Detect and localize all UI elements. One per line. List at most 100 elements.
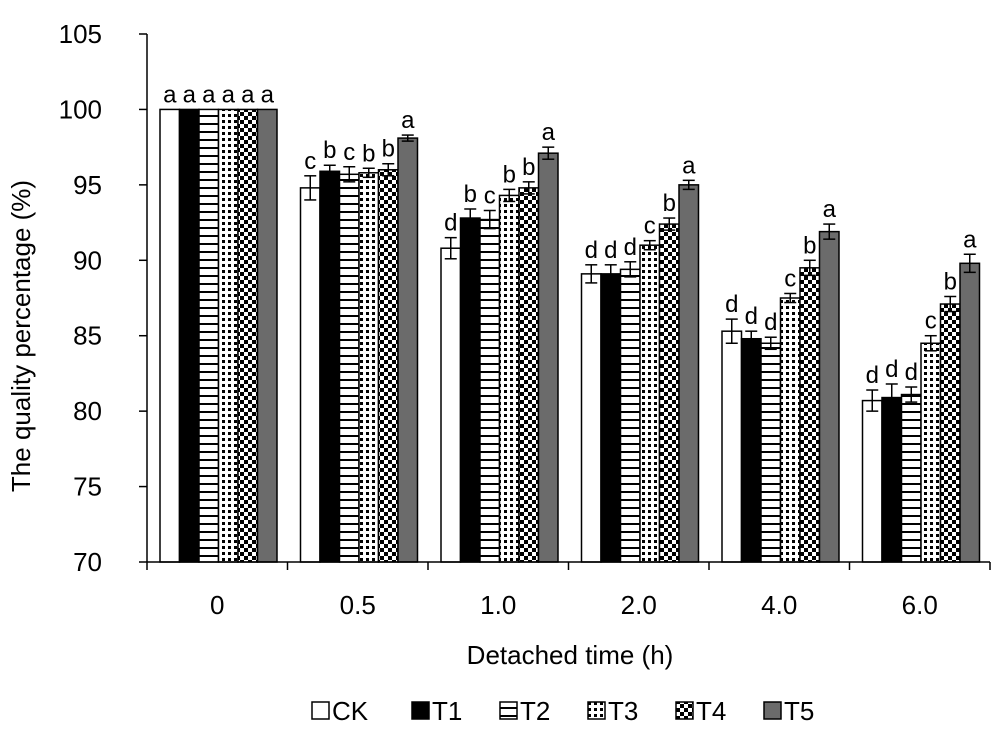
legend-label-CK: CK	[332, 696, 369, 726]
y-tick-label: 100	[59, 94, 102, 124]
bar-T1-1.0	[459, 217, 481, 563]
y-tick-label: 80	[73, 396, 102, 426]
bar-T3-2.0	[639, 244, 661, 563]
bar-T4-4.0	[799, 267, 821, 563]
x-tick-label: 0	[210, 590, 224, 620]
bar-T2-0.5	[338, 173, 360, 563]
significance-label: d	[725, 291, 738, 318]
significance-label: c	[644, 213, 656, 240]
significance-label: a	[241, 81, 255, 108]
significance-label: a	[823, 196, 837, 223]
bar-T2-6.0	[900, 393, 922, 563]
bar-T5-0	[256, 108, 278, 563]
significance-label: b	[522, 154, 535, 181]
bar-T4-2.0	[658, 223, 680, 563]
x-tick-label: 0.5	[340, 590, 376, 620]
legend-label-T4: T4	[696, 696, 726, 726]
bar-T2-1.0	[479, 218, 501, 563]
significance-label: d	[585, 237, 598, 264]
bar-T3-0.5	[358, 172, 380, 563]
bar-T1-4.0	[740, 337, 762, 563]
bar-T1-6.0	[881, 396, 903, 563]
legend-label-T5: T5	[784, 696, 814, 726]
bar-CK-0.5	[299, 187, 321, 563]
bar-CK-6.0	[861, 399, 883, 563]
legend-swatch-T4	[675, 701, 694, 720]
legend-label-T2: T2	[520, 696, 550, 726]
legend-swatch-T5	[763, 701, 782, 720]
significance-label: a	[542, 119, 556, 146]
x-tick-label: 4.0	[761, 590, 797, 620]
bar-T1-0.5	[319, 170, 341, 563]
significance-label: a	[183, 81, 197, 108]
significance-label: d	[745, 303, 758, 330]
significance-label: b	[503, 161, 516, 188]
significance-label: d	[866, 362, 879, 389]
x-tick-label: 2.0	[621, 590, 657, 620]
significance-label: a	[401, 107, 415, 134]
significance-label: c	[784, 265, 796, 292]
y-tick-label: 70	[73, 547, 102, 577]
significance-label: d	[905, 359, 918, 386]
bar-T4-6.0	[939, 303, 961, 563]
bar-T3-6.0	[920, 342, 942, 563]
bar-T3-1.0	[498, 194, 520, 563]
y-tick-label: 90	[73, 245, 102, 275]
y-tick-label: 85	[73, 321, 102, 351]
bar-T1-0	[178, 108, 200, 563]
significance-label: c	[343, 139, 355, 166]
significance-label: d	[885, 356, 898, 383]
significance-label: c	[304, 148, 316, 175]
legend-swatch-T1	[411, 701, 430, 720]
significance-label: c	[925, 308, 937, 335]
significance-label: d	[764, 309, 777, 336]
bar-T5-4.0	[818, 230, 840, 563]
bar-T5-0.5	[397, 137, 419, 563]
bar-T5-2.0	[678, 184, 700, 563]
bar-T4-0	[237, 108, 259, 563]
x-tick-label: 6.0	[902, 590, 938, 620]
significance-label: a	[682, 152, 696, 179]
significance-label: d	[624, 234, 637, 261]
significance-label: c	[484, 183, 496, 210]
significance-label: b	[663, 190, 676, 217]
x-tick-label: 1.0	[480, 590, 516, 620]
significance-label: a	[261, 81, 275, 108]
bar-CK-0	[159, 108, 181, 563]
bar-T4-0.5	[377, 169, 399, 563]
bar-T2-4.0	[760, 342, 782, 563]
significance-label: b	[382, 136, 395, 163]
legend-swatch-T2	[499, 701, 518, 720]
bar-T3-0	[217, 108, 239, 563]
significance-label: a	[222, 81, 236, 108]
bar-T5-6.0	[959, 262, 981, 563]
x-axis-title: Detached time (h)	[467, 640, 674, 670]
significance-label: b	[803, 232, 816, 259]
significance-label: b	[323, 137, 336, 164]
significance-label: b	[464, 181, 477, 208]
legend-swatch-T3	[587, 701, 606, 720]
significance-label: a	[963, 226, 977, 253]
bar-CK-1.0	[440, 247, 462, 563]
bar-T4-1.0	[518, 187, 540, 563]
y-tick-label: 105	[59, 19, 102, 49]
significance-label: b	[362, 140, 375, 167]
legend-label-T3: T3	[608, 696, 638, 726]
y-axis-title: The quality percentage (%)	[6, 180, 36, 492]
bar-CK-4.0	[721, 330, 743, 563]
bar-T2-0	[198, 108, 220, 563]
legend: CK T1 T2 T3 T4 T5	[311, 696, 814, 726]
bar-T2-2.0	[619, 268, 641, 563]
bar-T3-4.0	[779, 297, 801, 563]
bar-T1-2.0	[600, 273, 622, 563]
significance-label: b	[944, 268, 957, 295]
significance-label: a	[202, 81, 216, 108]
bar-CK-2.0	[580, 273, 602, 563]
y-tick-label: 75	[73, 472, 102, 502]
significance-label: a	[163, 81, 177, 108]
y-tick-label: 95	[73, 170, 102, 200]
axes: 70 75 80 85 90 95 100 105 0 0.5 1.0 2.0 4.0 6.0	[59, 19, 991, 620]
significance-label: d	[444, 210, 457, 237]
